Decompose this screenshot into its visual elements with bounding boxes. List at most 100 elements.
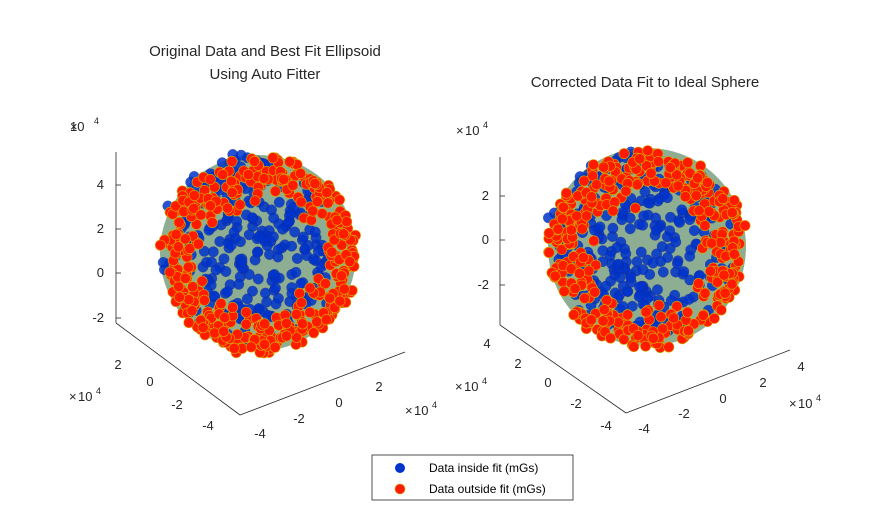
- point-outside-fit: [245, 341, 257, 353]
- point-outside-fit: [640, 306, 652, 318]
- right-z-ticks: 2 0 -2: [477, 188, 505, 292]
- point-outside-fit: [174, 291, 186, 303]
- point-outside-fit: [682, 157, 694, 169]
- left-y-tick-label: -4: [202, 418, 214, 433]
- point-outside-fit: [726, 278, 738, 290]
- point-outside-fit: [337, 228, 349, 240]
- point-outside-fit: [682, 306, 694, 318]
- point-outside-fit: [335, 270, 347, 282]
- right-y-exponent: × 10 4: [455, 376, 487, 394]
- left-x-tick-label: 2: [375, 379, 382, 394]
- point-outside-fit: [565, 263, 577, 275]
- left-z-exponent-power: 4: [94, 116, 99, 126]
- point-outside-fit: [705, 237, 717, 249]
- right-y-tick-label: -2: [570, 396, 582, 411]
- point-inside-fit: [301, 250, 312, 261]
- point-inside-fit: [607, 222, 619, 234]
- point-outside-fit: [631, 179, 643, 191]
- point-outside-fit: [620, 185, 632, 197]
- point-outside-fit: [341, 216, 353, 228]
- point-inside-fit: [611, 242, 623, 254]
- point-inside-fit: [285, 208, 297, 220]
- point-outside-fit: [321, 187, 333, 199]
- point-outside-fit: [580, 210, 592, 222]
- point-outside-fit: [259, 318, 271, 330]
- left-z-exponent-base: 10: [70, 119, 84, 134]
- point-inside-fit: [236, 256, 248, 268]
- point-outside-fit: [703, 206, 715, 218]
- left-x-exponent-base: 10: [414, 403, 428, 418]
- point-outside-fit: [179, 233, 191, 245]
- left-x-tick-label: -4: [254, 426, 266, 441]
- point-outside-fit: [598, 161, 610, 173]
- point-outside-fit: [295, 196, 307, 208]
- point-inside-fit: [297, 231, 309, 243]
- point-outside-fit: [227, 301, 239, 313]
- point-outside-fit: [693, 277, 705, 289]
- left-plot: Original Data and Best Fit Ellipsoid Usi…: [69, 43, 437, 441]
- point-outside-fit: [604, 332, 616, 344]
- point-outside-fit: [569, 283, 581, 295]
- point-inside-fit: [674, 216, 685, 228]
- svg-text:×: ×: [70, 119, 78, 134]
- point-inside-fit: [634, 281, 645, 293]
- point-outside-fit: [307, 205, 319, 217]
- point-inside-fit: [247, 285, 258, 297]
- legend: Data inside fit (mGs) Data outside fit (…: [371, 454, 574, 501]
- point-outside-fit: [640, 340, 652, 352]
- point-inside-fit: [218, 253, 230, 265]
- point-outside-fit: [278, 173, 290, 185]
- left-y-exponent-base: 10: [78, 389, 92, 404]
- point-inside-fit: [295, 278, 307, 289]
- point-outside-fit: [739, 220, 751, 232]
- legend-label-inside: Data inside fit (mGs): [429, 461, 538, 475]
- point-inside-fit: [309, 226, 321, 238]
- right-x-tick-label: 0: [719, 391, 726, 406]
- point-outside-fit: [311, 316, 323, 328]
- point-outside-fit: [578, 175, 590, 187]
- point-outside-fit: [560, 187, 572, 199]
- point-outside-fit: [182, 261, 194, 273]
- point-outside-fit: [603, 175, 615, 187]
- point-inside-fit: [617, 301, 629, 312]
- point-outside-fit: [184, 243, 196, 255]
- point-outside-fit: [280, 330, 292, 342]
- point-outside-fit: [699, 287, 711, 299]
- point-outside-fit: [549, 270, 561, 282]
- svg-text:×: ×: [456, 123, 464, 138]
- point-inside-fit: [656, 241, 668, 253]
- point-inside-fit: [612, 258, 624, 270]
- point-outside-fit: [320, 314, 332, 326]
- point-outside-fit: [294, 168, 306, 180]
- point-outside-fit: [305, 214, 317, 226]
- point-inside-fit: [273, 196, 285, 208]
- point-outside-fit: [628, 341, 640, 353]
- point-outside-fit: [192, 238, 204, 250]
- point-outside-fit: [653, 299, 665, 311]
- point-inside-fit: [683, 293, 695, 305]
- right-x-tick-label: -4: [638, 421, 650, 436]
- point-outside-fit: [598, 304, 610, 316]
- legend-box: [371, 454, 574, 501]
- point-outside-fit: [622, 309, 634, 321]
- point-inside-fit: [290, 266, 302, 278]
- point-outside-fit: [316, 208, 328, 220]
- point-outside-fit: [652, 156, 664, 168]
- point-outside-fit: [234, 199, 246, 211]
- point-inside-fit: [631, 256, 643, 268]
- point-inside-fit: [286, 240, 298, 252]
- point-inside-fit: [251, 246, 263, 258]
- left-y-exponent-power: 4: [96, 386, 101, 396]
- point-outside-fit: [719, 287, 731, 299]
- point-inside-fit: [228, 226, 240, 238]
- point-outside-fit: [322, 197, 334, 209]
- point-outside-fit: [219, 312, 231, 324]
- point-outside-fit: [338, 283, 350, 295]
- point-outside-fit: [222, 202, 234, 214]
- right-z-tick-label: 0: [482, 232, 489, 247]
- point-outside-fit: [334, 295, 346, 307]
- point-inside-fit: [246, 212, 258, 224]
- point-outside-fit: [218, 325, 230, 337]
- point-outside-fit: [183, 294, 195, 306]
- right-x-exponent: × 10 4: [789, 393, 821, 411]
